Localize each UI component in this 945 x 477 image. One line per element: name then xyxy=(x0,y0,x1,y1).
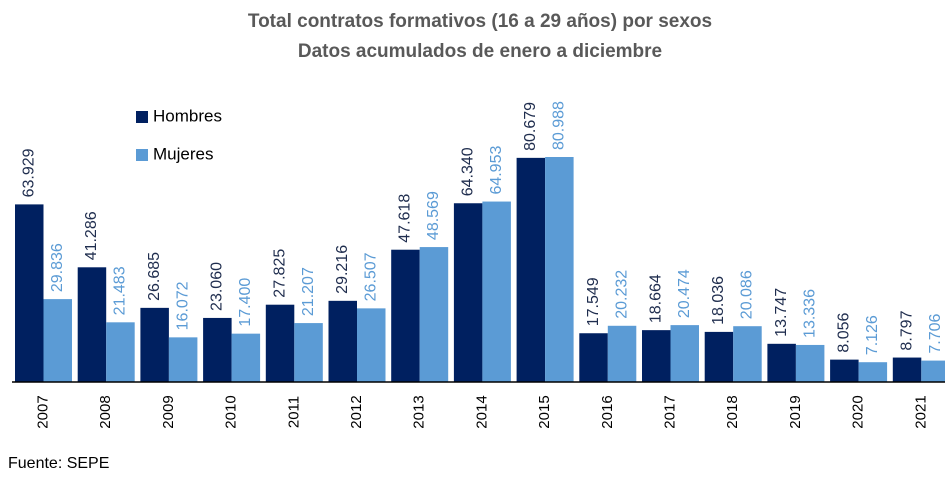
value-label: 8.056 xyxy=(836,312,853,352)
x-tick-label: 2013 xyxy=(411,395,428,428)
x-tick-label: 2009 xyxy=(160,395,177,428)
bar xyxy=(830,359,859,382)
value-label: 20.232 xyxy=(613,270,630,319)
value-label: 8.797 xyxy=(898,310,915,350)
bar xyxy=(482,201,511,382)
bar xyxy=(106,322,135,382)
bar xyxy=(265,304,295,382)
x-tick-label: 2016 xyxy=(599,395,616,428)
value-label: 41.286 xyxy=(83,211,100,260)
value-label: 47.618 xyxy=(397,194,414,243)
value-label: 7.126 xyxy=(864,315,881,355)
bar xyxy=(921,360,945,382)
value-label: 29.836 xyxy=(49,243,66,292)
value-label: 63.929 xyxy=(20,148,37,197)
bar xyxy=(328,300,357,382)
bar xyxy=(419,247,449,382)
value-label: 80.679 xyxy=(522,102,539,151)
value-label: 80.988 xyxy=(551,101,568,150)
bar xyxy=(704,331,734,382)
bar xyxy=(545,157,574,382)
value-label: 16.072 xyxy=(174,281,191,330)
value-label: 23.060 xyxy=(209,262,226,311)
bar xyxy=(391,249,420,382)
bar xyxy=(77,267,107,382)
bar xyxy=(670,325,699,382)
bar xyxy=(795,344,825,382)
value-label: 20.474 xyxy=(676,269,693,318)
value-label: 17.549 xyxy=(585,277,602,326)
value-label: 26.507 xyxy=(362,252,379,301)
value-label: 20.086 xyxy=(739,270,756,319)
legend-label: Hombres xyxy=(153,106,222,125)
x-tick-label: 2021 xyxy=(912,395,929,428)
value-label: 26.685 xyxy=(146,252,163,301)
legend-swatch xyxy=(136,111,148,123)
bar xyxy=(357,308,386,382)
bar xyxy=(231,333,261,382)
source: Fuente: SEPE xyxy=(8,455,109,472)
value-label: 13.747 xyxy=(773,288,790,337)
value-label: 18.036 xyxy=(710,276,727,325)
bar xyxy=(203,317,232,382)
value-label: 64.953 xyxy=(488,146,505,195)
chart-subtitle: Datos acumulados de enero a diciembre xyxy=(298,41,662,62)
x-tick-label: 2010 xyxy=(223,395,240,428)
value-label: 18.664 xyxy=(647,274,664,323)
x-tick-label: 2020 xyxy=(850,395,867,428)
x-tick-label: 2012 xyxy=(348,395,365,428)
bar xyxy=(43,299,72,382)
x-tick-label: 2007 xyxy=(34,395,51,428)
value-label: 13.336 xyxy=(801,289,818,338)
value-label: 48.569 xyxy=(425,191,442,240)
x-tick-label: 2008 xyxy=(97,395,114,428)
bar xyxy=(642,330,671,382)
x-tick-label: 2018 xyxy=(724,395,741,428)
bar xyxy=(168,337,198,382)
legend-label: Mujeres xyxy=(153,144,213,163)
x-tick-label: 2019 xyxy=(787,395,804,428)
value-label: 21.207 xyxy=(300,267,317,316)
bar xyxy=(516,157,546,382)
value-label: 29.216 xyxy=(334,245,351,294)
x-tick-label: 2017 xyxy=(661,395,678,428)
value-label: 27.825 xyxy=(271,249,288,298)
bar xyxy=(607,325,637,382)
bar xyxy=(294,323,323,382)
bar xyxy=(453,203,483,382)
value-label: 7.706 xyxy=(927,313,944,353)
legend-swatch xyxy=(136,149,148,161)
bar xyxy=(15,204,44,382)
x-tick-label: 2011 xyxy=(285,396,302,428)
bar xyxy=(733,326,762,382)
bar xyxy=(140,307,169,382)
value-label: 64.340 xyxy=(459,147,476,196)
bar xyxy=(579,333,608,382)
x-tick-label: 2015 xyxy=(536,395,553,428)
bar xyxy=(858,362,888,382)
value-label: 17.400 xyxy=(237,278,254,327)
bar xyxy=(892,357,922,382)
value-label: 21.483 xyxy=(112,266,129,315)
x-tick-label: 2014 xyxy=(473,395,490,428)
chart-title: Total contratos formativos (16 a 29 años… xyxy=(248,11,712,32)
bar xyxy=(767,343,796,382)
